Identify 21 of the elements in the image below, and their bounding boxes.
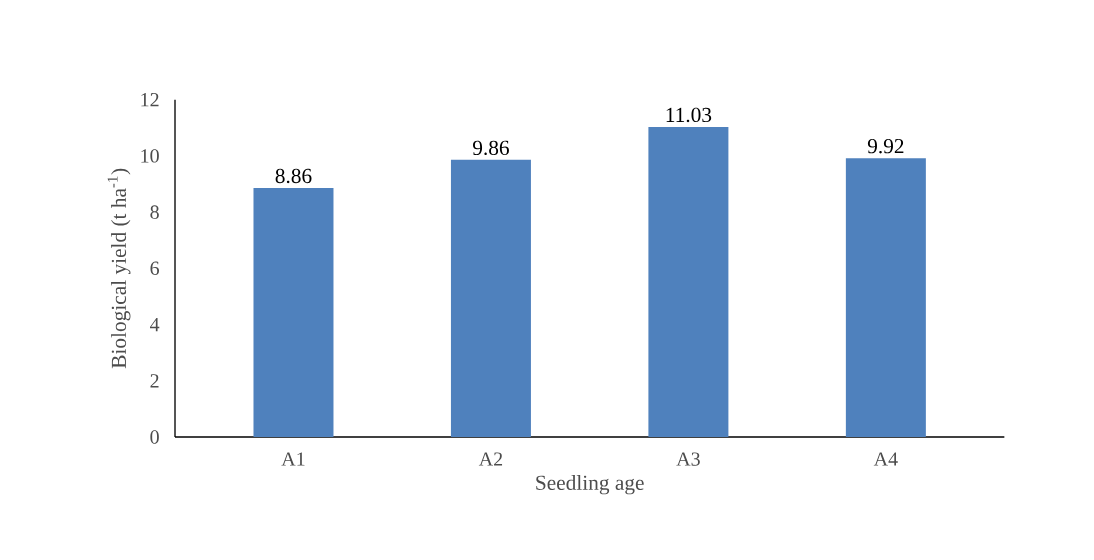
- bar: [845, 158, 926, 437]
- data-label: 8.86: [275, 168, 312, 184]
- data-label: 11.03: [666, 107, 712, 123]
- x-axis-title: Seedling age: [536, 474, 644, 495]
- data-label: 9.86: [472, 140, 509, 156]
- y-tick-label: 2: [150, 374, 159, 388]
- y-axis-title: Biological yield (t ha$^{-1}$): [107, 168, 131, 369]
- x-tick-label: A2: [478, 452, 503, 466]
- x-tick-label: A1: [281, 452, 305, 466]
- x-tick-label: A4: [873, 452, 898, 466]
- x-tick-label: A3: [676, 452, 700, 466]
- y-tick-label: 10: [141, 149, 159, 163]
- y-tick-label: 0: [150, 430, 159, 444]
- bar: [648, 126, 729, 437]
- bar: [253, 187, 334, 437]
- y-tick-label: 6: [150, 261, 160, 276]
- y-tick-label: 8: [150, 205, 159, 219]
- y-tick-label: 4: [150, 317, 160, 332]
- y-tick-label: 12: [141, 93, 159, 107]
- bar: [450, 159, 531, 437]
- data-label: 9.92: [867, 139, 904, 154]
